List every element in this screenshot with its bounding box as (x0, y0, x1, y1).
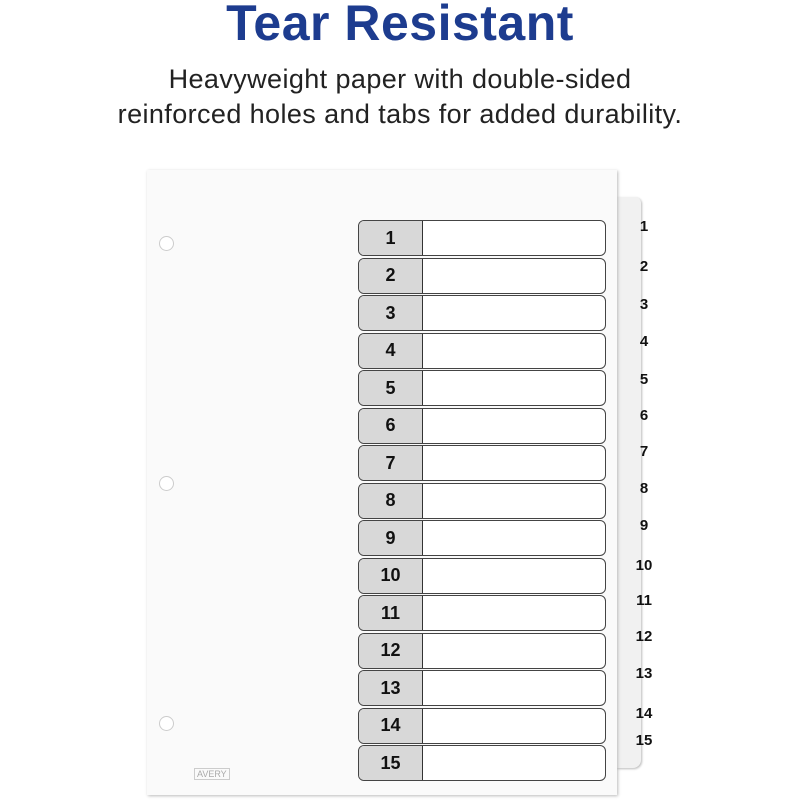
tab-label: 14 (635, 705, 653, 722)
toc-entry-field (423, 634, 605, 668)
subheadline: Heavyweight paper with double-sided rein… (0, 62, 800, 132)
punch-hole (159, 716, 174, 731)
toc-row: 10 (358, 557, 606, 594)
toc-entry-field (423, 334, 605, 368)
toc-row: 5 (358, 370, 606, 406)
toc-number: 14 (359, 708, 423, 743)
toc-number: 12 (359, 633, 423, 668)
toc-row: 2 (358, 257, 606, 294)
toc-number: 10 (359, 558, 423, 593)
subheadline-line-1: Heavyweight paper with double-sided (168, 64, 632, 94)
tab-label: 3 (639, 296, 649, 313)
toc-number: 6 (359, 408, 423, 443)
headline: Tear Resistant (226, 0, 574, 51)
toc-row: 3 (358, 295, 606, 331)
toc-number: 8 (359, 483, 423, 518)
toc-number: 13 (359, 671, 423, 705)
toc-row: 6 (358, 407, 606, 444)
toc-number: 7 (359, 446, 423, 480)
toc-entry-field (423, 221, 605, 255)
tab-label: 10 (635, 557, 653, 574)
toc-row: 14 (358, 707, 606, 744)
toc-entry-field (423, 521, 605, 555)
tab-label: 13 (635, 665, 653, 682)
punch-hole (159, 476, 174, 491)
tab-label: 9 (639, 517, 649, 534)
toc-row: 11 (358, 595, 606, 631)
toc-entry-field (423, 446, 605, 480)
toc-entry-field (423, 484, 605, 518)
toc-entry-field (423, 596, 605, 630)
toc-number: 15 (359, 746, 423, 780)
tab-label: 6 (639, 407, 649, 424)
avery-logo: AVERY (194, 768, 230, 780)
toc-entry-field (423, 409, 605, 443)
subheadline-line-2: reinforced holes and tabs for added dura… (117, 99, 683, 129)
toc-row: 1 (358, 220, 606, 256)
tab-label: 5 (639, 371, 649, 388)
tab-label: 11 (636, 592, 652, 609)
toc-number: 9 (359, 521, 423, 555)
toc-row: 8 (358, 482, 606, 519)
toc-entry-field (423, 296, 605, 330)
toc-number: 4 (359, 333, 423, 368)
toc-entry-field (423, 371, 605, 405)
tab-label: 15 (635, 732, 653, 749)
tab-label: 8 (639, 480, 649, 497)
toc-entry-field (423, 709, 605, 743)
table-of-contents: 1 2 3 4 5 6 7 8 9 10 11 12 13 14 15 (358, 220, 606, 783)
toc-row: 7 (358, 445, 606, 481)
toc-number: 2 (359, 258, 423, 293)
tab-label: 4 (639, 333, 649, 350)
toc-entry-field (423, 746, 605, 780)
toc-row: 9 (358, 520, 606, 556)
toc-row: 15 (358, 745, 606, 781)
toc-row: 4 (358, 332, 606, 369)
toc-entry-field (423, 559, 605, 593)
toc-row: 13 (358, 670, 606, 706)
toc-number: 3 (359, 296, 423, 330)
tab-label: 7 (639, 443, 649, 460)
tab-label: 1 (639, 218, 649, 235)
toc-number: 11 (359, 596, 423, 630)
toc-entry-field (423, 671, 605, 705)
toc-number: 5 (359, 371, 423, 405)
tab-label: 12 (635, 628, 653, 645)
divider-page: 1 2 3 4 5 6 7 8 9 10 11 12 13 14 15 AVERY (147, 170, 617, 795)
toc-row: 12 (358, 632, 606, 669)
punch-hole (159, 236, 174, 251)
toc-entry-field (423, 259, 605, 293)
toc-number: 1 (359, 221, 423, 255)
tab-label: 2 (639, 258, 649, 275)
